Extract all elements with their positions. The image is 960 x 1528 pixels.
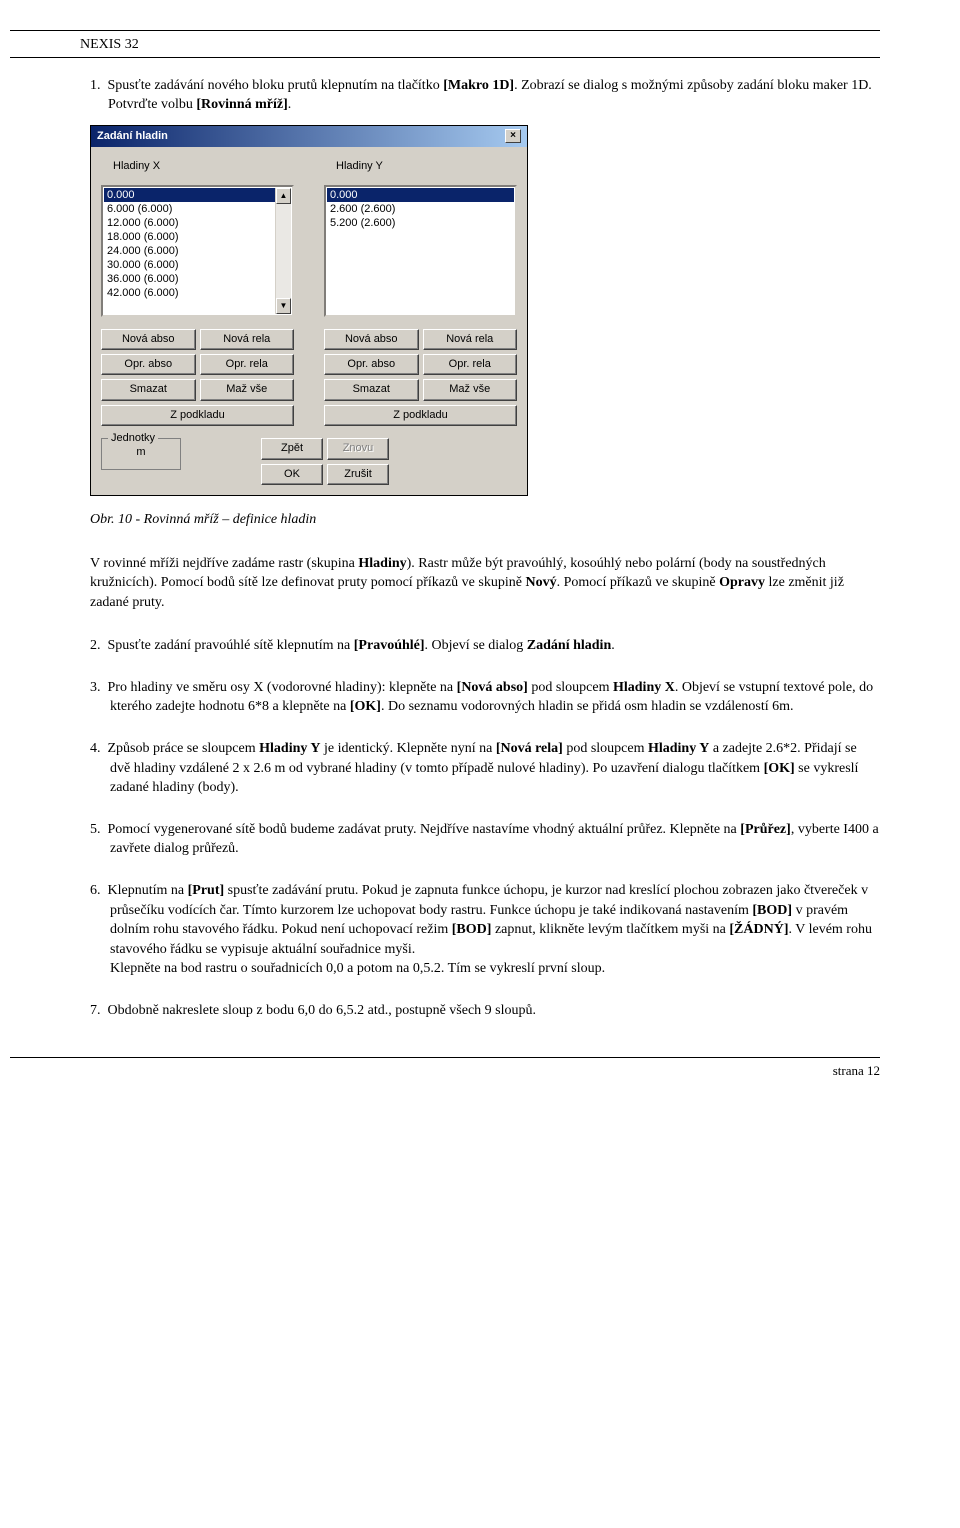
text-bold: [Rovinná mříž] [196,97,287,112]
step-7: 7. Obdobně nakreslete sloup z bodu 6,0 d… [80,1001,880,1021]
figure-caption: Obr. 10 - Rovinná mříž – definice hladin [90,510,880,530]
text: Spusťte zadávání nového bloku prutů klep… [108,78,444,93]
opr-rela-button[interactable]: Opr. rela [200,354,295,375]
text: . [288,97,292,112]
nova-abso-button[interactable]: Nová abso [324,329,419,350]
ok-button[interactable]: OK [261,464,323,485]
step-4: 4. Způsob práce se sloupcem Hladiny Y je… [80,739,880,798]
list-item[interactable]: 18.000 (6.000) [104,230,275,244]
jednotky-value: m [112,445,170,460]
step-5: 5. Pomocí vygenerované sítě bodů budeme … [80,820,880,859]
list-item[interactable]: 5.200 (2.600) [327,216,514,230]
smazat-button[interactable]: Smazat [101,379,196,400]
list-item[interactable]: 2.600 (2.600) [327,202,514,216]
label-hladiny-x: Hladiny X [101,159,294,174]
intro-para: 1. Spusťte zadávání nového bloku prutů k… [80,76,880,115]
list-item[interactable]: 30.000 (6.000) [104,258,275,272]
text: . Zobrazí se dialog s možnými způsoby za… [514,78,872,93]
page-footer: strana 12 [10,1057,880,1080]
step-6: 6. Klepnutím na [Prut] spusťte zadávání … [80,881,880,979]
maz-vse-button[interactable]: Maž vše [423,379,518,400]
list-item[interactable]: 6.000 (6.000) [104,202,275,216]
text-bold: [Makro 1D] [443,78,514,93]
list-item[interactable]: 36.000 (6.000) [104,272,275,286]
nova-abso-button[interactable]: Nová abso [101,329,196,350]
listbox-x[interactable]: 0.000 6.000 (6.000) 12.000 (6.000) 18.00… [101,185,294,317]
zpet-button[interactable]: Zpět [261,438,323,459]
scroll-down-icon[interactable]: ▼ [276,298,291,314]
opr-rela-button[interactable]: Opr. rela [423,354,518,375]
step-2: 2. Spusťte zadání pravoúhlé sítě klepnut… [80,636,880,656]
doc-title: NEXIS 32 [80,35,880,55]
body-paragraph: V rovinné mříži nejdříve zadáme rastr (s… [80,554,880,613]
scrollbar[interactable]: ▲ ▼ [275,188,291,314]
nova-rela-button[interactable]: Nová rela [200,329,295,350]
list-item[interactable]: 12.000 (6.000) [104,216,275,230]
jednotky-group: Jednotky m [101,438,181,469]
dialog-zadani-hladin: Zadání hladin × Hladiny X 0.000 6.000 (6… [90,125,528,496]
opr-abso-button[interactable]: Opr. abso [324,354,419,375]
jednotky-legend: Jednotky [108,431,158,446]
list-item[interactable]: 0.000 [327,188,514,202]
text: Potvrďte volbu [108,97,196,112]
zpodkladu-button[interactable]: Z podkladu [324,405,517,426]
step-number: 1. [90,78,101,93]
list-item[interactable]: 24.000 (6.000) [104,244,275,258]
dialog-title-text: Zadání hladin [97,129,168,144]
zpodkladu-button[interactable]: Z podkladu [101,405,294,426]
nova-rela-button[interactable]: Nová rela [423,329,518,350]
close-icon[interactable]: × [505,129,521,143]
smazat-button[interactable]: Smazat [324,379,419,400]
label-hladiny-y: Hladiny Y [324,159,517,174]
list-item[interactable]: 42.000 (6.000) [104,286,275,300]
listbox-y[interactable]: 0.000 2.600 (2.600) 5.200 (2.600) [324,185,517,317]
zrusit-button[interactable]: Zrušit [327,464,389,485]
step-3: 3. Pro hladiny ve směru osy X (vodorovné… [80,678,880,717]
maz-vse-button[interactable]: Maž vše [200,379,295,400]
scroll-up-icon[interactable]: ▲ [276,188,291,204]
znovu-button[interactable]: Znovu [327,438,389,459]
opr-abso-button[interactable]: Opr. abso [101,354,196,375]
dialog-titlebar: Zadání hladin × [91,126,527,147]
list-item[interactable]: 0.000 [104,188,275,202]
